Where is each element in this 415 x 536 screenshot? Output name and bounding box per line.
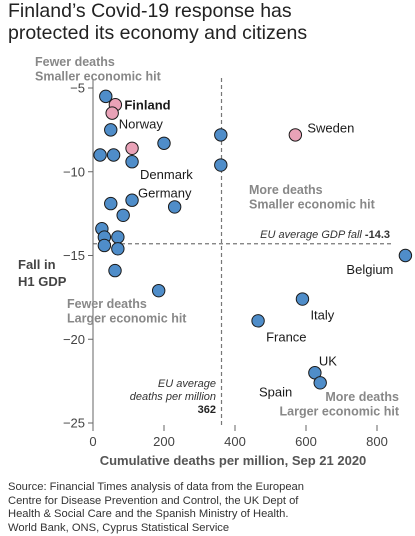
deaths-average-value: 362 (198, 404, 216, 416)
point-norway (104, 123, 118, 137)
point-label-spain: Spain (259, 384, 292, 399)
data-points (93, 89, 413, 390)
deaths-average-label-line: deaths per million (130, 391, 216, 403)
source-line-2: Centre for Disease Prevention and Contro… (8, 494, 299, 507)
data-point (108, 263, 122, 278)
title-line-2: protected its economy and citizens (8, 22, 308, 44)
point-germany (125, 193, 139, 207)
gdp-average-text: EU average GDP fall (260, 229, 365, 241)
quadrant-top-right-label: Smaller economic hit (249, 198, 376, 212)
point-label-germany: Germany (138, 186, 192, 201)
data-point (106, 148, 121, 162)
data-point (99, 89, 113, 104)
quadrant-top-right-label: More deaths (249, 183, 323, 197)
point-italy (295, 292, 310, 306)
quadrant-bottom-left-label: Fewer deaths (67, 297, 147, 311)
x-tick-label: 0 (89, 434, 96, 449)
axes: −5 −10 −15 −20 −25 0 200 400 600 800 Cumulative d… (63, 80, 388, 468)
x-axis-label: Cumulative deaths per million, Sep 21 20… (100, 453, 367, 468)
scatter-chart: −5 −10 −15 −20 −25 0 200 400 600 800 Cumulative d… (18, 55, 413, 468)
data-point (111, 230, 125, 244)
y-tick-label: −10 (63, 164, 85, 179)
source-line-4: World Bank, ONS, Cyprus Statistical Serv… (8, 521, 230, 534)
y-tick-label: −25 (63, 416, 85, 431)
point-france (251, 314, 265, 328)
x-tick-label: 200 (153, 434, 175, 449)
quadrant-top-left-label: Smaller economic hit (35, 70, 162, 84)
data-point (214, 158, 228, 172)
point-label-denmark: Denmark (140, 167, 193, 182)
quadrant-bottom-right-label: Larger economic hit (280, 405, 400, 419)
quadrant-bottom-left-label: Larger economic hit (67, 312, 187, 326)
point-label-norway: Norway (119, 116, 164, 131)
point-denmark (125, 155, 139, 169)
point-spain (313, 376, 327, 390)
data-point (111, 242, 125, 256)
chart-title: Finland’s Covid-19 response has protecte… (8, 0, 408, 44)
y-axis-label-line: Fall in (18, 257, 56, 272)
point-labels: Finland Norway Sweden Denmark Germany Belgium… (119, 97, 394, 399)
point-label-finland: Finland (124, 97, 170, 112)
point-label-france: France (266, 329, 306, 344)
data-point (151, 283, 166, 298)
y-tick-label: −15 (63, 248, 85, 263)
data-point (167, 200, 182, 214)
y-tick-label: −5 (70, 81, 85, 96)
data-point (116, 208, 130, 223)
y-tick-label: −20 (63, 332, 85, 347)
point-sweden (288, 128, 303, 142)
data-point (157, 136, 171, 150)
title-line-1: Finland’s Covid-19 response has (8, 0, 292, 22)
x-ticks: 0 200 400 600 800 Cumulative deaths per milli… (89, 425, 388, 468)
point-label-uk: UK (319, 353, 337, 368)
y-axis-label-line: H1 GDP (18, 274, 67, 289)
point-label-sweden: Sweden (307, 120, 354, 135)
quadrant-top-left-label: Fewer deaths (35, 55, 115, 69)
data-point (93, 148, 107, 162)
data-point (125, 141, 139, 156)
point-label-belgium: Belgium (346, 262, 393, 277)
data-point (214, 128, 228, 142)
gdp-average-value: -14.3 (365, 229, 390, 241)
y-ticks: −5 −10 −15 −20 −25 (63, 81, 93, 431)
data-point (97, 238, 112, 253)
point-label-italy: Italy (310, 308, 334, 323)
x-tick-label: 400 (224, 434, 246, 449)
x-tick-label: 800 (366, 434, 388, 449)
quadrant-bottom-right-label: More deaths (325, 390, 399, 404)
source-note: Source: Financial Times analysis of data… (8, 481, 408, 535)
point-belgium (398, 248, 413, 263)
deaths-average-label-line: EU average (158, 378, 216, 390)
x-tick-label: 600 (295, 434, 317, 449)
data-point (105, 106, 119, 120)
source-line-1: Source: Financial Times analysis of data… (8, 481, 304, 493)
gdp-average-label: EU average GDP fall -14.3 (260, 229, 390, 241)
source-line-3: Health & Social Care and the Spanish Min… (8, 508, 289, 521)
data-point (104, 196, 118, 211)
